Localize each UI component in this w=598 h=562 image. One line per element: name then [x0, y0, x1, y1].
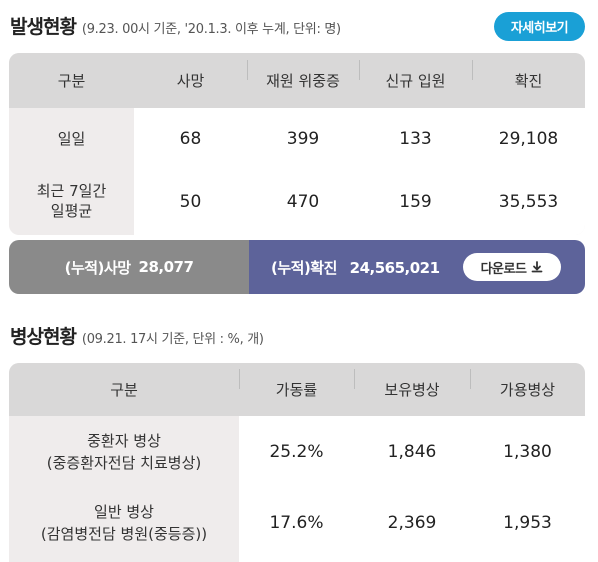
row-label-daily: 일일: [57, 130, 86, 148]
icu-utilization: 25.2%: [269, 442, 324, 462]
daily-new-admissions: 133: [399, 129, 432, 149]
cumulative-confirmed: (누적)확진 24,565,021 다운로드: [249, 240, 585, 294]
beds-header-utilization: 가동률: [239, 369, 354, 400]
beds-title: 병상현황: [10, 326, 77, 348]
cumulative-deaths: (누적)사망 28,077: [9, 240, 249, 294]
row-label-icu-line2: (중증환자전담 치료병상): [46, 454, 202, 472]
avg-severe: 470: [286, 192, 320, 212]
header-severe: 재원 위중증: [247, 60, 359, 91]
cumulative-confirmed-value: 24,565,021: [349, 259, 440, 277]
occurrence-title: 발생현황: [10, 16, 77, 38]
daily-severe: 399: [286, 129, 320, 149]
avg-new-admissions: 159: [399, 192, 432, 212]
icu-owned: 1,846: [387, 442, 437, 462]
beds-subtitle: (09.21. 17시 기준, 단위 : %, 개): [81, 332, 264, 347]
cumulative-confirmed-label: (누적)확진: [271, 259, 337, 277]
occurrence-table-header: 구분 사망 재원 위중증 신규 입원 확진: [9, 53, 585, 108]
daily-deaths: 68: [179, 129, 202, 149]
beds-table: 구분 가동률 보유병상 가용병상 중환자 병상 (중증환자전담 치료병상) 일반…: [9, 363, 585, 562]
beds-section-header: 병상현황 (09.21. 17시 기준, 단위 : %, 개): [10, 322, 264, 349]
row-label-general-line1: 일반 병상: [94, 503, 154, 521]
beds-table-body: 25.2% 1,846 1,380 17.6% 2,369 1,953: [239, 416, 585, 562]
general-available: 1,953: [503, 513, 552, 533]
row-label-general-line2: (감염병전담 병원(중등증)): [40, 525, 208, 543]
cumulative-deaths-value: 28,077: [138, 258, 194, 276]
row-label-icu-line1: 중환자 병상: [87, 432, 161, 450]
occurrence-subtitle: (9.23. 00시 기준, '20.1.3. 이후 누계, 단위: 명): [81, 22, 341, 37]
avg-confirmed: 35,553: [498, 192, 559, 212]
occurrence-section-header: 발생현황 (9.23. 00시 기준, '20.1.3. 이후 누계, 단위: …: [10, 12, 341, 39]
beds-header-available: 가용병상: [470, 369, 585, 400]
row-label-7day-avg-line1: 최근 7일간: [36, 182, 107, 200]
detail-view-button[interactable]: 자세히보기: [494, 12, 585, 41]
cumulative-summary-bar: (누적)사망 28,077 (누적)확진 24,565,021 다운로드: [9, 240, 585, 294]
occurrence-table-body: 68 399 133 29,108 50 470 159 35,553: [134, 108, 585, 235]
general-utilization: 17.6%: [269, 513, 324, 533]
icu-available: 1,380: [503, 442, 552, 462]
occurrence-table: 구분 사망 재원 위중증 신규 입원 확진 일일 최근 7일간 일평균 68 3…: [9, 53, 585, 235]
beds-table-header: 구분 가동률 보유병상 가용병상: [9, 363, 585, 416]
download-icon: [532, 261, 543, 273]
general-owned: 2,369: [387, 513, 437, 533]
download-button-label: 다운로드: [480, 261, 527, 277]
row-label-7day-avg-line2: 일평균: [50, 202, 93, 220]
avg-deaths: 50: [179, 192, 202, 212]
download-button[interactable]: 다운로드: [463, 253, 561, 281]
cumulative-confirmed-text: (누적)확진 24,565,021: [271, 257, 440, 278]
header-category: 구분: [57, 72, 86, 90]
cumulative-deaths-label: (누적)사망: [64, 258, 131, 277]
beds-header-category: 구분: [110, 381, 138, 399]
beds-header-owned: 보유병상: [354, 369, 470, 400]
header-deaths: 사망: [176, 72, 205, 90]
header-confirmed: 확진: [472, 60, 585, 91]
daily-confirmed: 29,108: [498, 129, 559, 149]
header-new-admissions: 신규 입원: [359, 60, 472, 91]
